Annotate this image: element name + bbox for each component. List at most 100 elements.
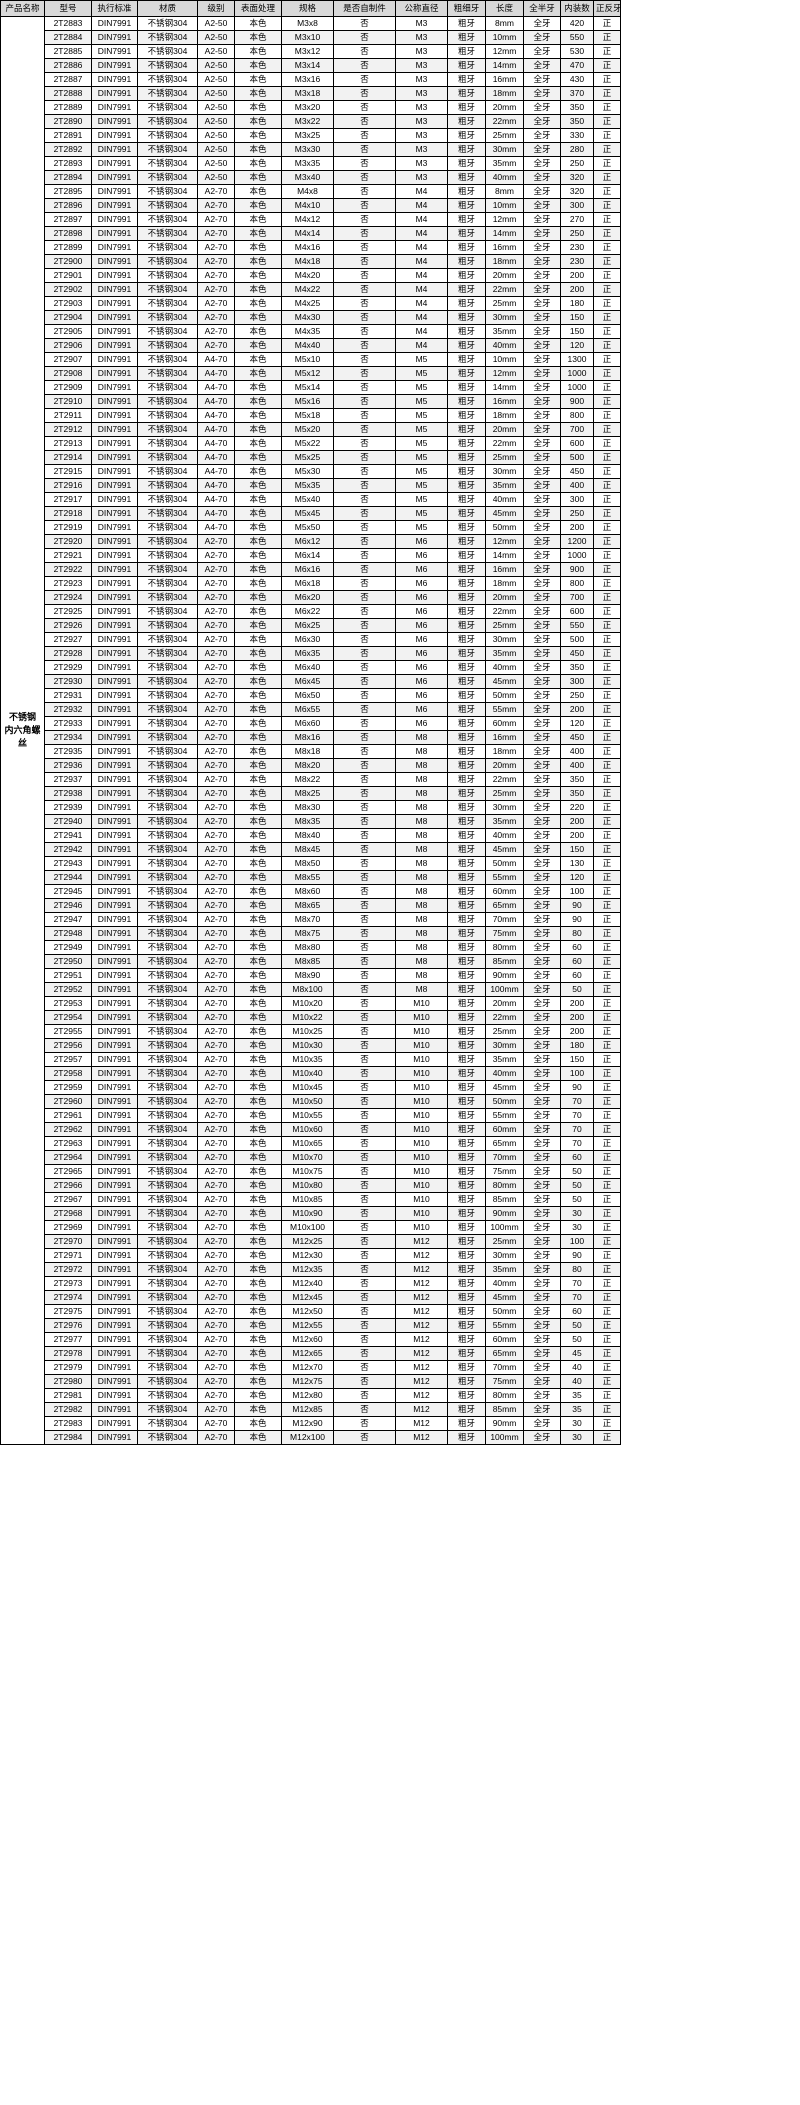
cell-pack-quantity[interactable]: 250: [560, 226, 594, 241]
cell-surface-treatment[interactable]: 本色: [234, 478, 282, 493]
cell-thread-direction[interactable]: 正: [593, 534, 621, 549]
cell-thread-pitch[interactable]: 粗牙: [447, 1304, 486, 1319]
cell-thread-direction[interactable]: 正: [593, 758, 621, 773]
cell-model[interactable]: 2T2950: [44, 954, 92, 969]
cell-material[interactable]: 不锈钢304: [137, 1192, 198, 1207]
cell-nominal-diameter[interactable]: M10: [395, 1080, 448, 1095]
cell-model[interactable]: 2T2958: [44, 1066, 92, 1081]
cell-standard[interactable]: DIN7991: [91, 674, 138, 689]
cell-material[interactable]: 不锈钢304: [137, 114, 198, 129]
cell-grade[interactable]: A2-70: [197, 240, 235, 255]
cell-grade[interactable]: A4-70: [197, 506, 235, 521]
cell-thread-pitch[interactable]: 粗牙: [447, 240, 486, 255]
cell-length[interactable]: 75mm: [485, 926, 524, 941]
cell-thread-direction[interactable]: 正: [593, 870, 621, 885]
cell-pack-quantity[interactable]: 1000: [560, 380, 594, 395]
cell-standard[interactable]: DIN7991: [91, 786, 138, 801]
cell-specification[interactable]: M8x16: [281, 730, 334, 745]
cell-thread-pitch[interactable]: 粗牙: [447, 492, 486, 507]
cell-thread-direction[interactable]: 正: [593, 548, 621, 563]
cell-thread-direction[interactable]: 正: [593, 940, 621, 955]
cell-thread-direction[interactable]: 正: [593, 1374, 621, 1389]
cell-nominal-diameter[interactable]: M3: [395, 100, 448, 115]
cell-model[interactable]: 2T2937: [44, 772, 92, 787]
cell-pack-quantity[interactable]: 30: [560, 1206, 594, 1221]
cell-self-made[interactable]: 否: [333, 30, 396, 45]
cell-standard[interactable]: DIN7991: [91, 926, 138, 941]
cell-self-made[interactable]: 否: [333, 198, 396, 213]
cell-specification[interactable]: M12x60: [281, 1332, 334, 1347]
cell-material[interactable]: 不锈钢304: [137, 632, 198, 647]
cell-pack-quantity[interactable]: 300: [560, 674, 594, 689]
cell-thread-direction[interactable]: 正: [593, 394, 621, 409]
cell-thread-coverage[interactable]: 全牙: [523, 884, 561, 899]
cell-specification[interactable]: M8x20: [281, 758, 334, 773]
cell-nominal-diameter[interactable]: M8: [395, 898, 448, 913]
cell-grade[interactable]: A2-70: [197, 1290, 235, 1305]
cell-pack-quantity[interactable]: 70: [560, 1276, 594, 1291]
cell-surface-treatment[interactable]: 本色: [234, 198, 282, 213]
cell-self-made[interactable]: 否: [333, 464, 396, 479]
column-header-thread-direction[interactable]: 正反牙: [593, 0, 621, 17]
cell-self-made[interactable]: 否: [333, 898, 396, 913]
cell-grade[interactable]: A2-70: [197, 898, 235, 913]
cell-surface-treatment[interactable]: 本色: [234, 562, 282, 577]
cell-standard[interactable]: DIN7991: [91, 1318, 138, 1333]
cell-material[interactable]: 不锈钢304: [137, 128, 198, 143]
cell-thread-pitch[interactable]: 粗牙: [447, 58, 486, 73]
cell-specification[interactable]: M10x45: [281, 1080, 334, 1095]
cell-material[interactable]: 不锈钢304: [137, 1164, 198, 1179]
cell-pack-quantity[interactable]: 350: [560, 660, 594, 675]
cell-thread-direction[interactable]: 正: [593, 1262, 621, 1277]
cell-specification[interactable]: M10x100: [281, 1220, 334, 1235]
cell-surface-treatment[interactable]: 本色: [234, 954, 282, 969]
cell-thread-coverage[interactable]: 全牙: [523, 226, 561, 241]
cell-thread-coverage[interactable]: 全牙: [523, 814, 561, 829]
cell-grade[interactable]: A2-70: [197, 548, 235, 563]
cell-surface-treatment[interactable]: 本色: [234, 520, 282, 535]
cell-self-made[interactable]: 否: [333, 1206, 396, 1221]
cell-thread-direction[interactable]: 正: [593, 282, 621, 297]
cell-surface-treatment[interactable]: 本色: [234, 660, 282, 675]
cell-length[interactable]: 25mm: [485, 128, 524, 143]
cell-model[interactable]: 2T2930: [44, 674, 92, 689]
cell-grade[interactable]: A2-70: [197, 268, 235, 283]
cell-pack-quantity[interactable]: 90: [560, 1080, 594, 1095]
cell-standard[interactable]: DIN7991: [91, 1178, 138, 1193]
cell-specification[interactable]: M10x65: [281, 1136, 334, 1151]
cell-length[interactable]: 50mm: [485, 856, 524, 871]
cell-self-made[interactable]: 否: [333, 1038, 396, 1053]
cell-thread-direction[interactable]: 正: [593, 450, 621, 465]
cell-thread-direction[interactable]: 正: [593, 380, 621, 395]
cell-thread-direction[interactable]: 正: [593, 828, 621, 843]
cell-surface-treatment[interactable]: 本色: [234, 1192, 282, 1207]
cell-length[interactable]: 30mm: [485, 1038, 524, 1053]
cell-specification[interactable]: M5x20: [281, 422, 334, 437]
cell-specification[interactable]: M5x35: [281, 478, 334, 493]
cell-standard[interactable]: DIN7991: [91, 954, 138, 969]
cell-self-made[interactable]: 否: [333, 1080, 396, 1095]
cell-surface-treatment[interactable]: 本色: [234, 912, 282, 927]
cell-pack-quantity[interactable]: 200: [560, 282, 594, 297]
cell-grade[interactable]: A2-70: [197, 1374, 235, 1389]
cell-pack-quantity[interactable]: 200: [560, 814, 594, 829]
cell-specification[interactable]: M12x40: [281, 1276, 334, 1291]
cell-self-made[interactable]: 否: [333, 450, 396, 465]
cell-self-made[interactable]: 否: [333, 814, 396, 829]
cell-self-made[interactable]: 否: [333, 842, 396, 857]
cell-model[interactable]: 2T2933: [44, 716, 92, 731]
cell-self-made[interactable]: 否: [333, 1374, 396, 1389]
cell-self-made[interactable]: 否: [333, 940, 396, 955]
cell-grade[interactable]: A4-70: [197, 366, 235, 381]
cell-model[interactable]: 2T2885: [44, 44, 92, 59]
cell-specification[interactable]: M8x40: [281, 828, 334, 843]
cell-thread-pitch[interactable]: 粗牙: [447, 72, 486, 87]
cell-thread-direction[interactable]: 正: [593, 842, 621, 857]
cell-standard[interactable]: DIN7991: [91, 240, 138, 255]
cell-pack-quantity[interactable]: 1000: [560, 548, 594, 563]
column-header-self-made[interactable]: 是否自制件: [333, 0, 396, 17]
cell-surface-treatment[interactable]: 本色: [234, 576, 282, 591]
cell-self-made[interactable]: 否: [333, 170, 396, 185]
cell-surface-treatment[interactable]: 本色: [234, 674, 282, 689]
cell-model[interactable]: 2T2939: [44, 800, 92, 815]
